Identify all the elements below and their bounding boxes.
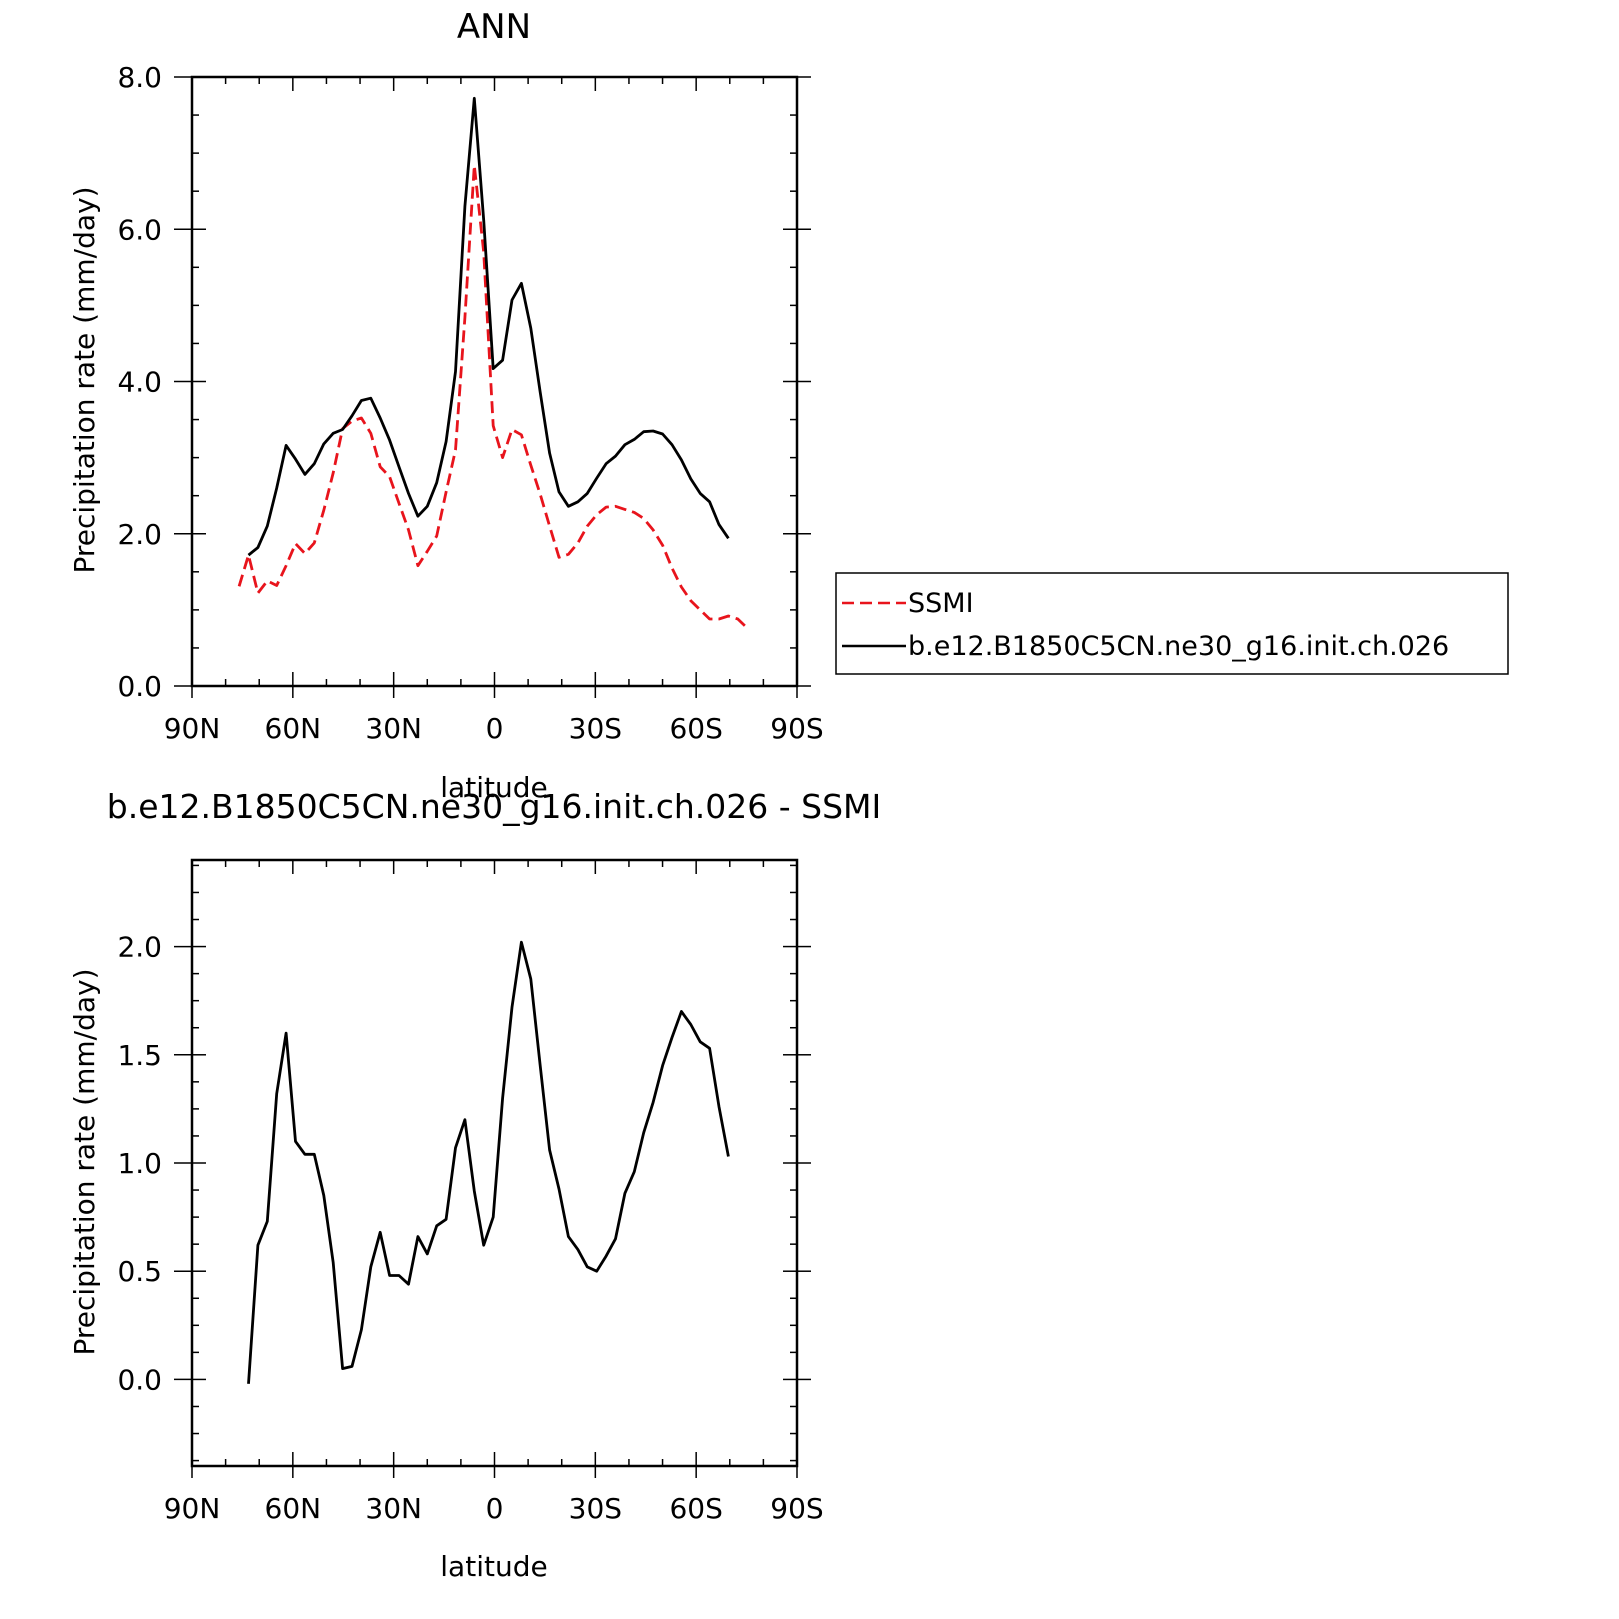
bottom-x-axis-label: latitude (440, 1550, 547, 1583)
x-tick-label: 90N (164, 1492, 221, 1525)
legend-label-ssmi: SSMI (908, 588, 974, 619)
bottom-chart-title: b.e12.B1850C5CN.ne30_g16.init.ch.026 - S… (107, 787, 881, 826)
x-tick-label: 0 (486, 712, 504, 745)
x-tick-label: 30S (569, 1492, 622, 1525)
legend-box (835, 572, 1509, 675)
x-tick-label: 60S (669, 1492, 722, 1525)
x-tick-label: 0 (486, 1492, 504, 1525)
y-tick-label: 6.0 (117, 213, 162, 246)
y-tick-label: 0.0 (117, 670, 162, 703)
series-line-model (247, 96, 730, 557)
x-tick-label: 30N (365, 1492, 422, 1525)
bottom-panel: b.e12.B1850C5CN.ne30_g16.init.ch.026 - S… (68, 787, 881, 1583)
x-tick-label: 60N (265, 1492, 322, 1525)
series-line-model (247, 940, 730, 1384)
top-chart-title: ANN (457, 7, 531, 47)
x-tick-label: 60S (669, 712, 722, 745)
y-tick-label: 1.5 (117, 1039, 162, 1072)
y-tick-label: 0.5 (117, 1255, 162, 1288)
x-tick-label: 30S (569, 712, 622, 745)
x-tick-label: 90S (770, 712, 823, 745)
top-panel: ANN latitude Precipitation rate (mm/day)… (68, 7, 824, 804)
bottom-y-axis-label: Precipitation rate (mm/day) (68, 968, 101, 1355)
y-tick-label: 1.0 (117, 1147, 162, 1180)
legend: SSMI b.e12.B1850C5CN.ne30_g16.init.ch.02… (835, 572, 1509, 675)
y-tick-label: 2.0 (117, 518, 162, 551)
y-tick-label: 2.0 (117, 931, 162, 964)
x-tick-label: 30N (365, 712, 422, 745)
x-tick-label: 90S (770, 1492, 823, 1525)
y-tick-label: 4.0 (117, 366, 162, 399)
series-line-ssmi (237, 163, 749, 630)
x-tick-label: 60N (265, 712, 322, 745)
y-tick-label: 8.0 (117, 61, 162, 94)
top-x-axis-label: latitude (440, 771, 547, 804)
top-y-axis-label: Precipitation rate (mm/day) (68, 186, 101, 573)
legend-label-model: b.e12.B1850C5CN.ne30_g16.init.ch.026 (908, 631, 1449, 662)
plot-frame (190, 75, 799, 688)
x-tick-label: 90N (164, 712, 221, 745)
y-tick-label: 0.0 (117, 1363, 162, 1396)
plot-frame (190, 858, 799, 1468)
